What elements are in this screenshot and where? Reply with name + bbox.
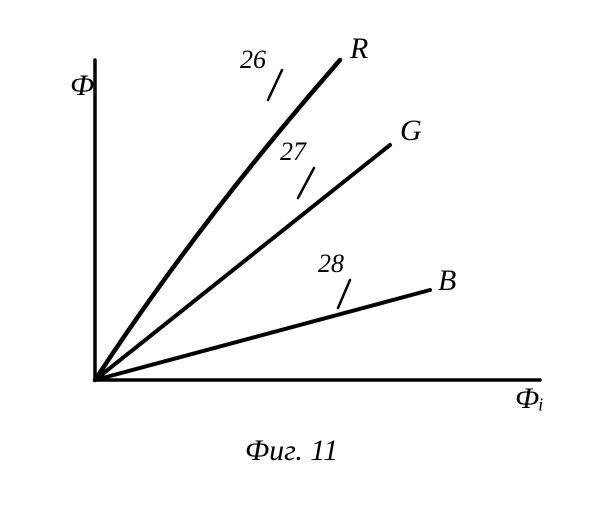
- chart-svg: Ф Фᵢ R G B 26 27 28 Фиг. 11: [0, 0, 609, 500]
- x-axis-label: Фᵢ: [515, 382, 544, 415]
- tick-26: [268, 70, 282, 100]
- curve-g-num-label: 27: [280, 137, 307, 166]
- figure-caption: Фиг. 11: [245, 434, 338, 467]
- line-chart: Ф Фᵢ R G B 26 27 28 Фиг. 11: [0, 0, 609, 500]
- curve-g-end-label: G: [400, 114, 422, 147]
- tick-27: [298, 168, 314, 198]
- curve-r: [95, 60, 340, 380]
- curve-r-num-label: 26: [240, 45, 266, 74]
- tick-28: [338, 280, 350, 308]
- curve-b-num-label: 28: [318, 249, 344, 278]
- curve-r-end-label: R: [349, 32, 368, 65]
- y-axis-label: Ф: [70, 69, 94, 102]
- curve-b-end-label: B: [438, 264, 456, 297]
